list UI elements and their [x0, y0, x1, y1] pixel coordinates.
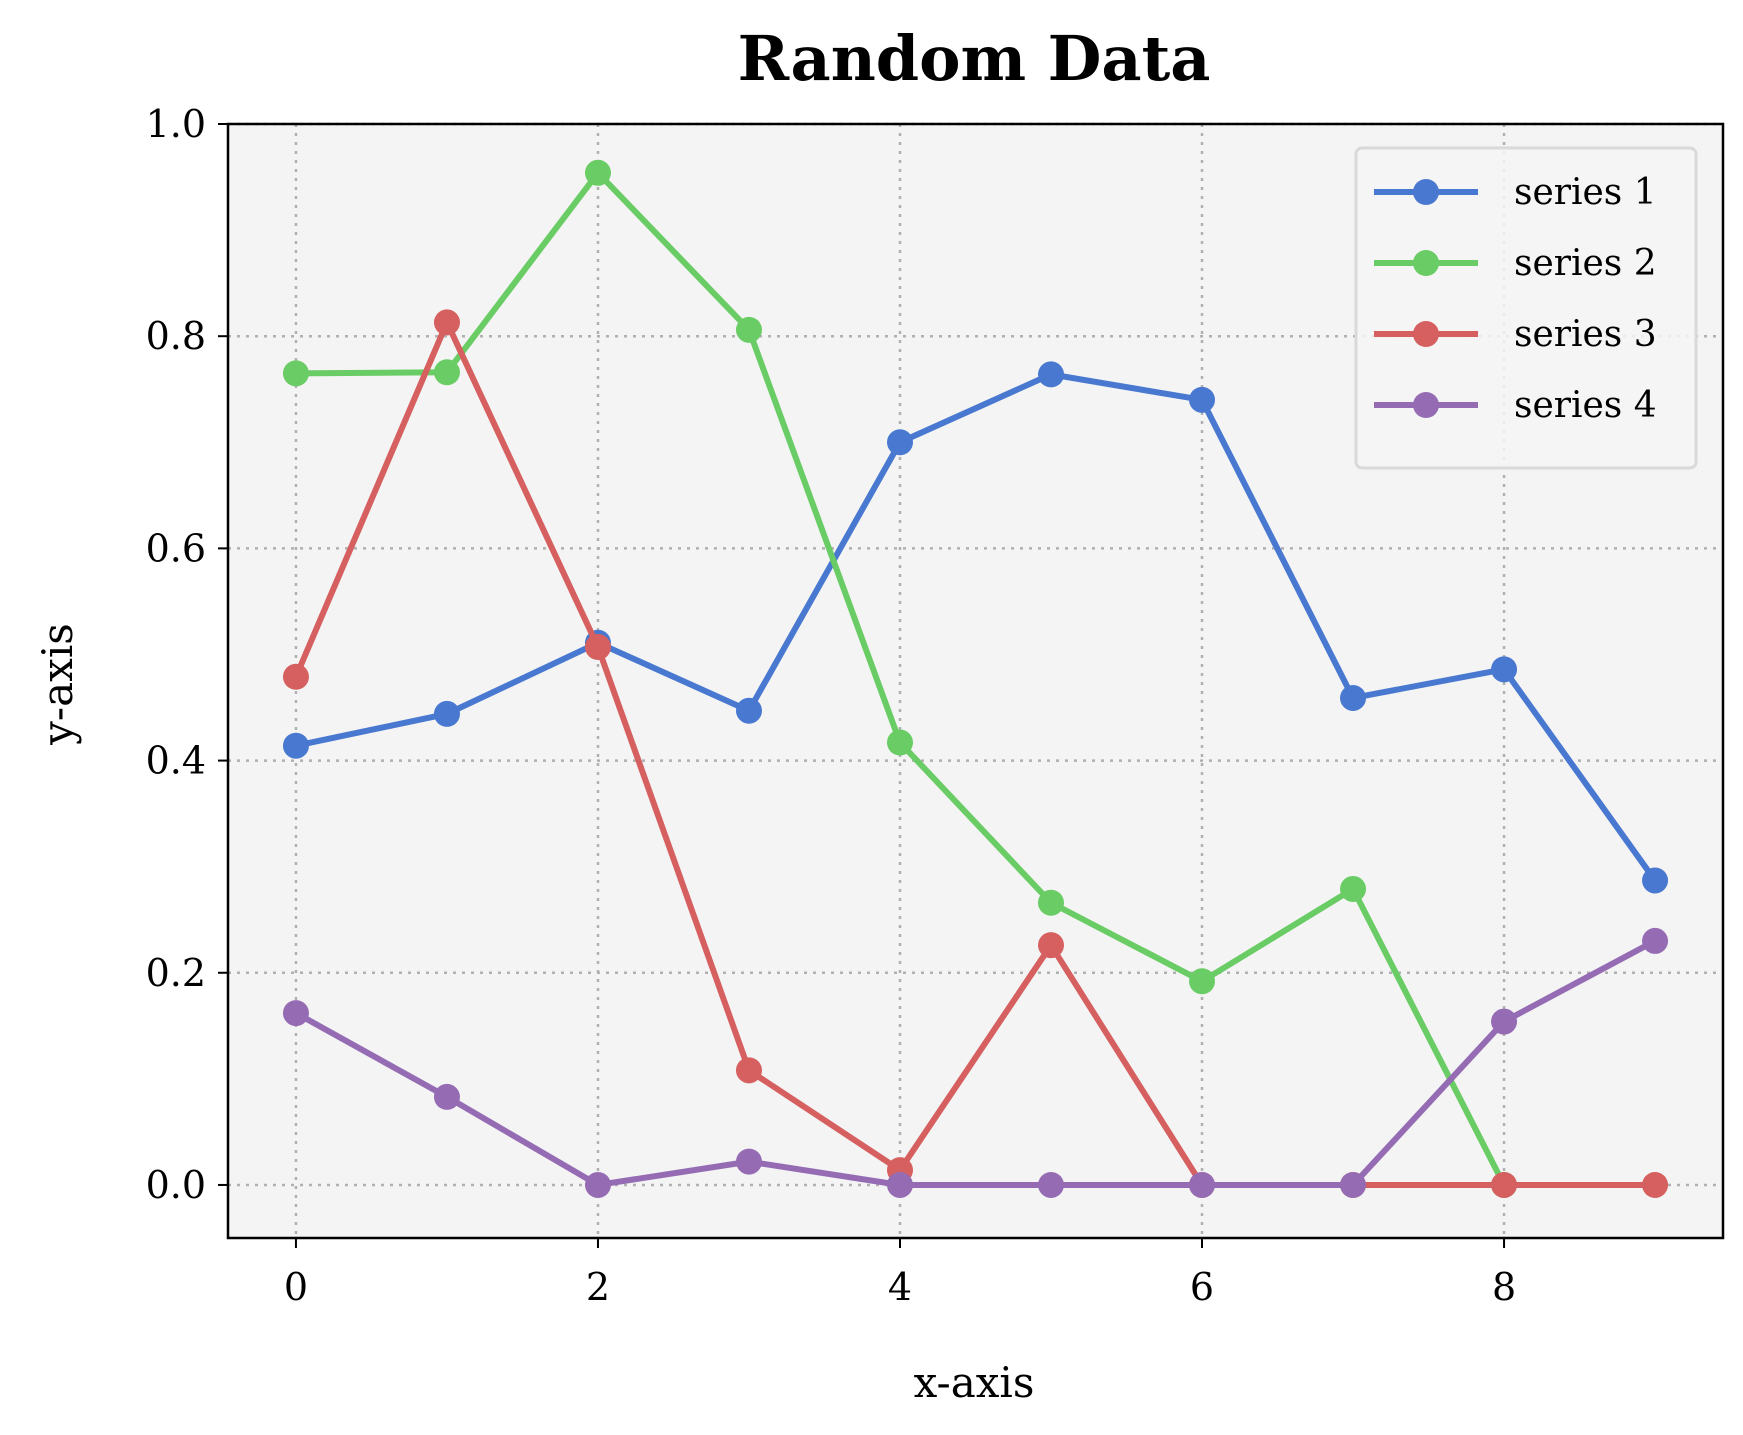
legend-swatch-marker — [1413, 179, 1439, 205]
y-tick-label: 0.2 — [146, 951, 206, 995]
data-point — [1340, 875, 1367, 902]
y-axis-label: y-axis — [33, 623, 82, 746]
data-point — [1038, 889, 1065, 916]
data-point — [1642, 1171, 1669, 1198]
legend-swatch-marker — [1413, 321, 1439, 347]
x-tick-label: 4 — [888, 1265, 912, 1309]
data-point — [886, 1171, 913, 1198]
data-point — [1491, 656, 1518, 683]
data-point — [1642, 867, 1669, 894]
data-point — [584, 1171, 611, 1198]
legend-swatch-marker — [1413, 250, 1439, 276]
data-point — [1189, 1171, 1216, 1198]
x-tick-label: 0 — [284, 1265, 308, 1309]
y-tick-label: 0.8 — [146, 314, 206, 358]
data-point — [433, 700, 460, 727]
series-4 — [282, 927, 1669, 1198]
data-point — [1642, 927, 1669, 954]
legend-label: series 3 — [1514, 314, 1657, 355]
y-tick-label: 0.0 — [146, 1163, 206, 1207]
y-tick-label: 0.4 — [146, 739, 206, 783]
data-point — [1491, 1171, 1518, 1198]
plot-frame — [226, 122, 1725, 1240]
data-point — [282, 732, 309, 759]
data-point — [1189, 968, 1216, 995]
series-group — [282, 159, 1669, 1198]
legend-label: series 2 — [1514, 243, 1657, 284]
data-point — [584, 159, 611, 186]
legend-label: series 4 — [1514, 385, 1657, 426]
axis-ticks: 0 2 4 6 8 0.0 0.2 0.4 0.6 0.8 1.0 — [146, 102, 1517, 1309]
legend-entry: series 4 — [1374, 385, 1657, 426]
y-tick-label: 1.0 — [146, 102, 206, 146]
x-tick-label: 8 — [1492, 1265, 1516, 1309]
chart-title: Random Data — [738, 22, 1211, 95]
x-tick-label: 6 — [1190, 1265, 1214, 1309]
data-point — [1189, 386, 1216, 413]
series-line — [294, 938, 1657, 1188]
x-tick-label: 2 — [586, 1265, 610, 1309]
legend-entry: series 2 — [1374, 243, 1657, 284]
legend-entry: series 1 — [1374, 172, 1657, 213]
legend-box — [1354, 146, 1698, 470]
data-point — [1038, 932, 1065, 959]
data-point — [1038, 1171, 1065, 1198]
data-point — [433, 359, 460, 386]
legend-swatch-marker — [1413, 392, 1439, 418]
x-axis-label: x-axis — [914, 1358, 1035, 1407]
data-point — [1340, 684, 1367, 711]
data-point — [282, 663, 309, 690]
data-point — [735, 1148, 762, 1175]
legend-label: series 1 — [1514, 172, 1657, 213]
data-point — [282, 1000, 309, 1027]
legend-entry: series 3 — [1374, 314, 1657, 355]
data-point — [433, 1083, 460, 1110]
series-line — [295, 371, 1658, 883]
y-tick-label: 0.6 — [146, 526, 206, 570]
data-point — [735, 316, 762, 343]
data-point — [1038, 361, 1065, 388]
series-line — [293, 319, 1656, 1188]
data-point — [1491, 1008, 1518, 1035]
data-point — [1340, 1171, 1367, 1198]
data-point — [433, 309, 460, 336]
data-point — [886, 729, 913, 756]
data-point — [886, 429, 913, 456]
data-point — [735, 697, 762, 724]
data-point — [584, 634, 611, 661]
data-point — [282, 360, 309, 387]
data-point — [735, 1057, 762, 1084]
legend: series 1 series 2 series 3 series 4 — [1354, 146, 1698, 470]
